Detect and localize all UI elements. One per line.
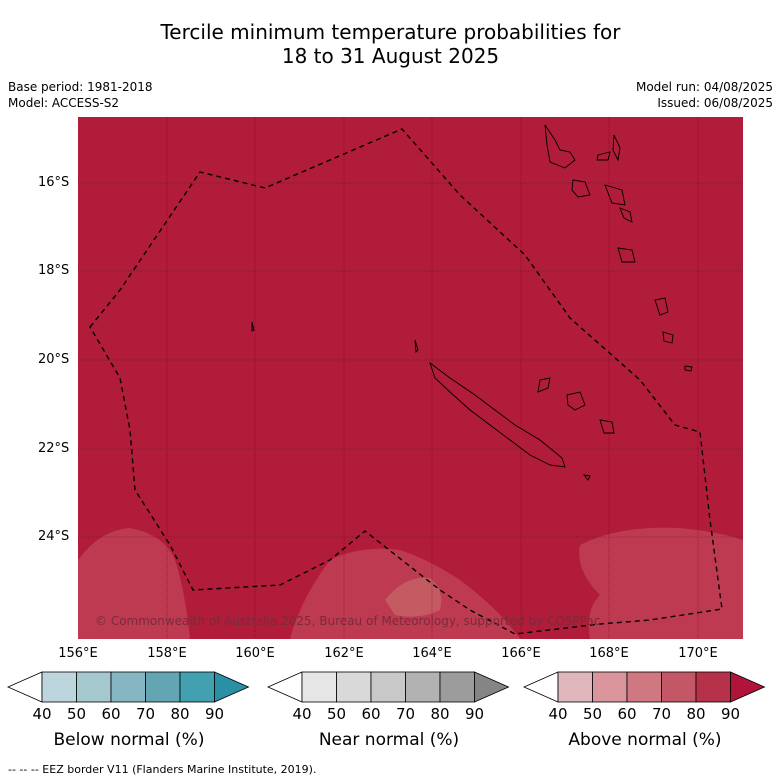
colorbar-below-segment bbox=[110, 671, 146, 703]
lon-label-168e: 168°E bbox=[589, 646, 629, 661]
colorbar-above-tick: 70 bbox=[651, 705, 672, 723]
colorbar-below-segment bbox=[145, 671, 181, 703]
lon-label-156e: 156°E bbox=[58, 646, 98, 661]
base-period: Base period: 1981-2018 bbox=[8, 80, 153, 94]
colorbar-above-segment bbox=[557, 671, 593, 703]
colorbar-below-extend-low bbox=[7, 671, 43, 703]
colorbar-above-extend-low bbox=[523, 671, 559, 703]
colorbar-near-segment bbox=[370, 671, 406, 703]
lat-label-24s: 24°S bbox=[38, 529, 70, 544]
colorbar-label-above: Above normal (%) bbox=[568, 730, 722, 750]
colorbar-above-segment bbox=[661, 671, 697, 703]
lon-label-170e: 170°E bbox=[678, 646, 718, 661]
colorbar-near-segment bbox=[405, 671, 441, 703]
colorbar-near-segment bbox=[301, 671, 337, 703]
colorbar-above-segment bbox=[695, 671, 731, 703]
colorbar-below-tick: 90 bbox=[204, 705, 225, 723]
gridlines bbox=[78, 117, 743, 639]
colorbar-above-tick: 90 bbox=[720, 705, 741, 723]
lat-label-16s: 16°S bbox=[38, 175, 70, 190]
lon-label-164e: 164°E bbox=[412, 646, 452, 661]
vanuatu-islands bbox=[544, 124, 693, 372]
colorbar-above-tick: 50 bbox=[582, 705, 603, 723]
colorbar-label-below: Below normal (%) bbox=[53, 730, 205, 750]
colorbar-above-segment bbox=[592, 671, 628, 703]
issued-date: Issued: 06/08/2025 bbox=[657, 96, 773, 110]
colorbar-near-extend-low bbox=[267, 671, 303, 703]
colorbar-below-tick: 70 bbox=[135, 705, 156, 723]
colorbar-near-tick: 40 bbox=[292, 705, 312, 723]
eez-footer: -- -- -- EEZ border V11 (Flanders Marine… bbox=[8, 763, 317, 776]
colorbar-near-tick: 90 bbox=[464, 705, 485, 723]
colorbar-below-tick: 40 bbox=[32, 705, 52, 723]
lat-label-22s: 22°S bbox=[38, 441, 70, 456]
light-patch-se bbox=[579, 527, 743, 639]
lat-label-18s: 18°S bbox=[38, 263, 70, 278]
colorbar-below-segment bbox=[179, 671, 215, 703]
meta-left: Base period: 1981-2018 Model: ACCESS-S2 bbox=[8, 79, 153, 111]
island-small-1 bbox=[251, 321, 591, 481]
colorbar-near-tick: 60 bbox=[361, 705, 381, 723]
colorbar-near-segment bbox=[439, 671, 475, 703]
model-name: Model: ACCESS-S2 bbox=[8, 96, 120, 110]
meta-right: Model run: 04/08/2025 Issued: 06/08/2025 bbox=[636, 79, 773, 111]
colorbar-below-extend-high bbox=[214, 671, 250, 703]
light-patch-center bbox=[385, 577, 442, 617]
loyalty-islands bbox=[537, 377, 615, 434]
colorbar-above-tick: 60 bbox=[617, 705, 637, 723]
map-title-line1: Tercile minimum temperature probabilitie… bbox=[160, 20, 621, 44]
lon-label-158e: 158°E bbox=[147, 646, 187, 661]
light-patch-sw bbox=[78, 528, 190, 639]
lat-label-20s: 20°S bbox=[38, 352, 70, 367]
lon-label-160e: 160°E bbox=[235, 646, 275, 661]
map-title-line2: 18 to 31 August 2025 bbox=[281, 44, 500, 68]
colorbars bbox=[7, 671, 766, 703]
colorbar-below-segment bbox=[76, 671, 112, 703]
colorbar-below-segment bbox=[41, 671, 77, 703]
colorbar-near-extend-high bbox=[474, 671, 510, 703]
eez-border bbox=[89, 128, 723, 635]
colorbar-below-tick: 50 bbox=[66, 705, 87, 723]
colorbar-above-tick: 80 bbox=[686, 705, 706, 723]
lon-label-162e: 162°E bbox=[324, 646, 364, 661]
new-caledonia bbox=[429, 361, 566, 468]
colorbar-below-tick: 80 bbox=[170, 705, 190, 723]
colorbar-near-tick: 70 bbox=[395, 705, 416, 723]
colorbar-above-extend-high bbox=[730, 671, 766, 703]
colorbar-near-tick: 80 bbox=[430, 705, 450, 723]
colorbar-below-tick: 60 bbox=[101, 705, 121, 723]
copyright-text: © Commonwealth of Australia 2025, Bureau… bbox=[95, 614, 601, 628]
model-run: Model run: 04/08/2025 bbox=[635, 80, 773, 94]
colorbar-near-tick: 50 bbox=[326, 705, 347, 723]
colorbar-above-segment bbox=[626, 671, 662, 703]
colorbar-label-near: Near normal (%) bbox=[318, 730, 460, 750]
colorbar-above-tick: 40 bbox=[548, 705, 568, 723]
colorbar-near-segment bbox=[336, 671, 372, 703]
lon-label-166e: 166°E bbox=[501, 646, 541, 661]
